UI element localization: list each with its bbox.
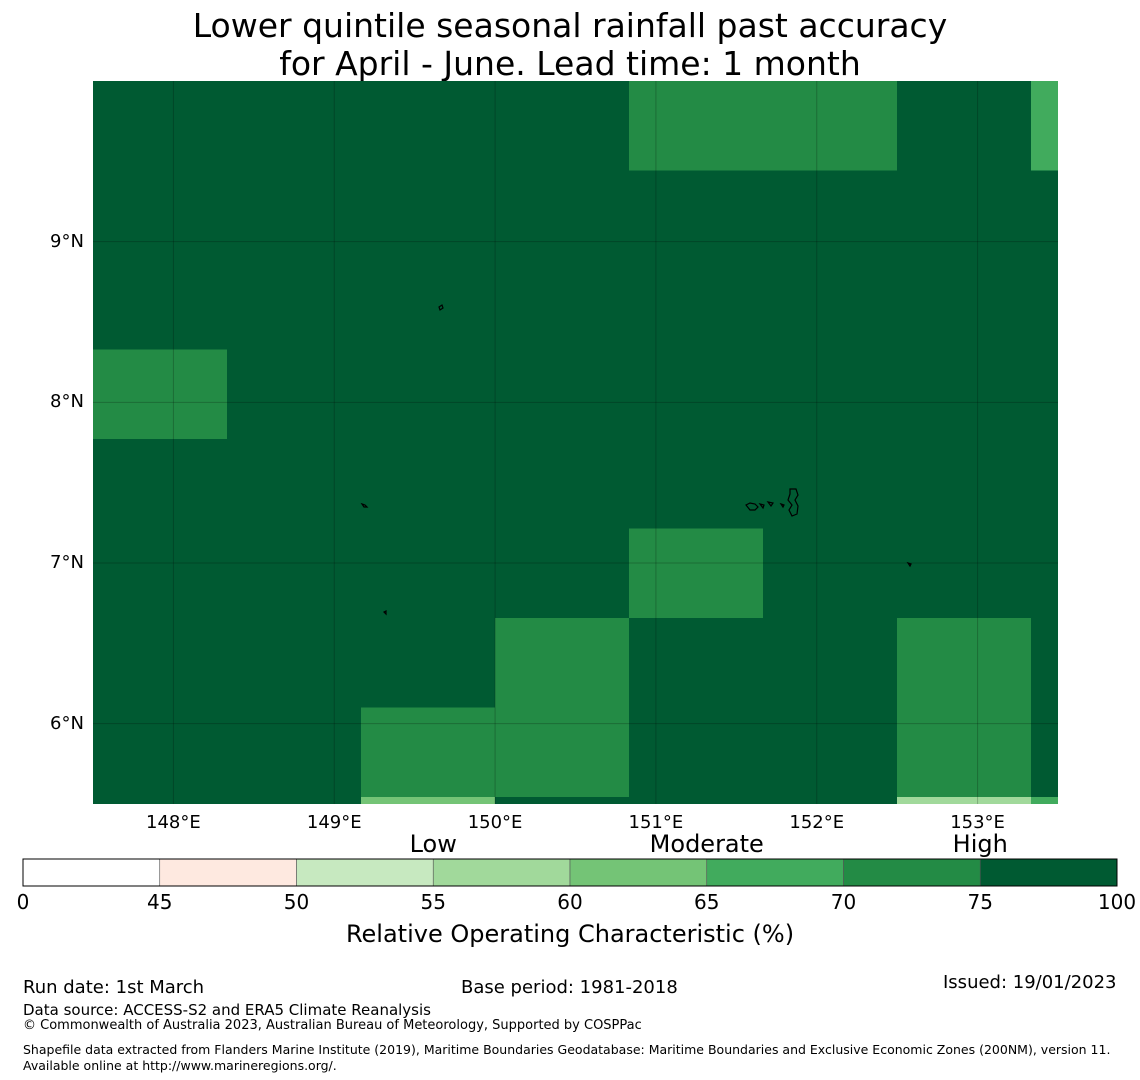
island-outline — [382, 610, 387, 616]
grid-cell — [763, 81, 897, 171]
legend-category-low: Low — [409, 830, 457, 858]
grid-cell — [93, 618, 227, 708]
colorbar-outline — [22, 858, 1118, 887]
island-outline — [360, 502, 369, 508]
colorbar-tick-label: 75 — [967, 890, 993, 914]
lat-tick-label: 9°N — [50, 230, 84, 252]
colorbar-tick-label: 60 — [557, 890, 583, 914]
grid-cell — [629, 707, 763, 797]
grid-cell — [897, 797, 1031, 804]
copyright-notice: © Commonwealth of Australia 2023, Austra… — [23, 1018, 642, 1033]
colorbar-segment — [569, 858, 708, 887]
island-outline — [745, 502, 759, 511]
island-outline — [779, 502, 785, 509]
lon-tick-label: 153°E — [950, 812, 1005, 833]
grid-cell — [361, 707, 495, 797]
grid-cell — [763, 797, 897, 804]
grid-cell — [1031, 81, 1058, 171]
grid-cell — [629, 81, 763, 171]
island-outline — [758, 503, 765, 510]
grid-cell — [1031, 618, 1058, 708]
grid-cell — [1031, 797, 1058, 804]
colorbar — [22, 858, 1118, 887]
colorbar-segment — [706, 858, 844, 887]
colorbar-tick-label: 70 — [830, 890, 857, 914]
colorbar-segment — [843, 858, 981, 887]
grid-cell — [629, 797, 763, 804]
lon-tick-label: 150°E — [467, 812, 523, 833]
colorbar-segment — [432, 858, 571, 887]
grid-cell — [93, 707, 227, 797]
base-period: Base period: 1981-2018 — [461, 977, 678, 998]
colorbar-tick-label: 0 — [16, 890, 30, 914]
colorbar-segment — [159, 858, 297, 887]
island-outlines — [360, 304, 912, 616]
colorbar-segment — [979, 858, 1118, 887]
lon-tick-label: 149°E — [306, 812, 362, 833]
legend-category-moderate: Moderate — [649, 830, 764, 858]
lat-tick-label: 8°N — [50, 391, 84, 413]
issued-date: Issued: 19/01/2023 — [943, 972, 1117, 993]
lon-tick-label: 148°E — [146, 812, 201, 833]
grid-cell — [763, 707, 897, 797]
grid-cell — [897, 618, 1031, 708]
grid-cell — [361, 797, 495, 804]
grid-cell — [629, 170, 763, 260]
grid-cell — [897, 707, 1031, 797]
lat-tick-label: 6°N — [50, 712, 84, 734]
grid-cell — [495, 797, 629, 804]
grid-cells — [93, 81, 1058, 804]
lon-tick-label: 151°E — [628, 812, 684, 833]
island-outline — [787, 488, 799, 517]
colorbar-tick-label: 45 — [147, 890, 173, 914]
colorbar-tick-label: 65 — [694, 890, 720, 914]
island-outline — [906, 561, 912, 568]
colorbar-tick-label: 55 — [420, 890, 446, 914]
lat-tick-label: 7°N — [50, 552, 84, 573]
colorbar-segment — [296, 858, 434, 887]
grid-cell — [495, 707, 629, 797]
colorbar-tick-label: 50 — [283, 890, 310, 914]
island-outline — [438, 304, 444, 311]
map-title-line-2: for April - June. Lead time: 1 month — [279, 44, 861, 83]
gridlines — [93, 81, 1058, 804]
grid-cell — [629, 528, 763, 618]
colorbar-tick-label: 100 — [1097, 890, 1137, 914]
colorbar-label: Relative Operating Characteristic (%) — [345, 920, 795, 948]
legend-category-high: High — [952, 830, 1008, 858]
grid-cell — [93, 349, 227, 439]
grid-cell — [763, 528, 897, 618]
lon-tick-label: 152°E — [789, 812, 845, 833]
grid-cell — [763, 618, 897, 708]
shapefile-credit: Shapefile data extracted from Flanders M… — [23, 1042, 1111, 1073]
grid-cell — [361, 349, 495, 439]
grid-cell — [495, 618, 629, 708]
data-source: Data source: ACCESS-S2 and ERA5 Climate … — [23, 1001, 431, 1019]
island-outline — [766, 501, 774, 508]
map-title-line-1: Lower quintile seasonal rainfall past ac… — [192, 6, 948, 45]
colorbar-segment — [22, 858, 161, 887]
run-date: Run date: 1st March — [23, 977, 205, 998]
